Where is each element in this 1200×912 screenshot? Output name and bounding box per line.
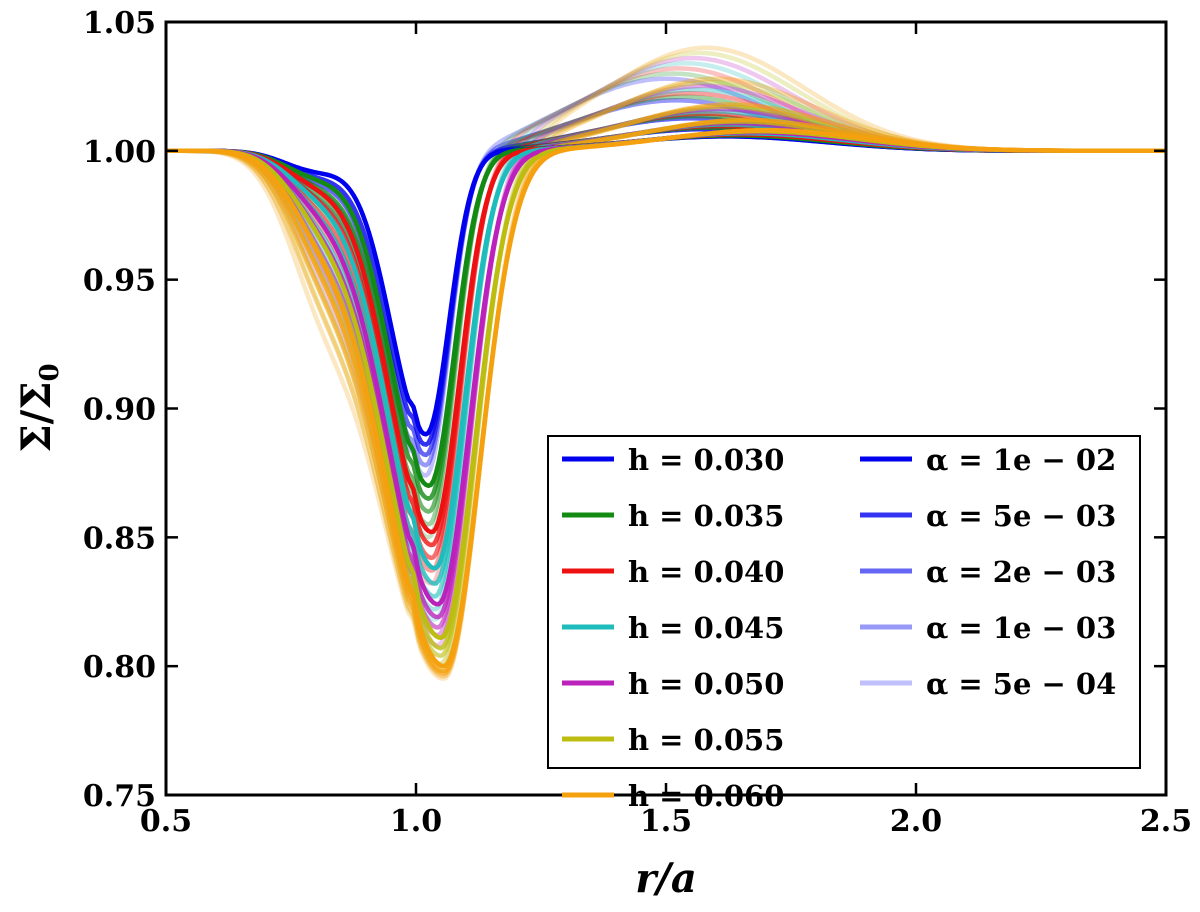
legend-label: h = 0.045 (628, 611, 784, 645)
legend-label: h = 0.060 (628, 779, 784, 813)
legend-label: α = 5e − 04 (926, 667, 1116, 701)
legend-label: h = 0.055 (628, 723, 784, 757)
series-curves (166, 45, 1166, 682)
legend-label: α = 5e − 03 (926, 499, 1116, 533)
x-tick-label: 1.5 (640, 804, 692, 839)
legend-label: h = 0.035 (628, 499, 784, 533)
x-tick-label: 1.0 (390, 804, 442, 839)
y-axis-label-main: Σ/Σ (13, 381, 60, 452)
legend-label: α = 2e − 03 (926, 555, 1116, 589)
legend-label: α = 1e − 03 (926, 611, 1116, 645)
x-axis-label: r/a (635, 855, 697, 902)
y-tick-label: 0.75 (83, 779, 156, 814)
legend: h = 0.030 h = 0.035 h = 0.040 h = 0.045 h = … (547, 435, 1141, 813)
legend-box (547, 435, 1141, 769)
y-axis-label: Σ/Σ0 (13, 363, 65, 452)
legend-label: h = 0.040 (628, 555, 784, 589)
series-line-h_0.060-alpha-1e-02 (166, 127, 1166, 669)
y-tick-label: 0.85 (83, 521, 156, 556)
y-tick-label: 0.90 (83, 393, 156, 428)
legend-label: h = 0.030 (628, 443, 784, 477)
legend-label: h = 0.050 (628, 667, 784, 701)
y-tick-label: 1.05 (83, 6, 156, 41)
x-tick-label: 0.5 (140, 804, 192, 839)
axis-tick-labels: 0.5 1.0 1.5 2.0 2.5 0.75 0.80 0.85 0.90 0.95 1.00 1… (83, 6, 1192, 839)
y-tick-label: 0.80 (83, 650, 156, 685)
y-tick-label: 1.00 (83, 135, 156, 170)
axis-ticks (164, 20, 1168, 797)
x-tick-label: 2.0 (890, 804, 942, 839)
y-tick-label: 0.95 (83, 264, 156, 299)
x-tick-label: 2.5 (1140, 804, 1192, 839)
y-axis-label-subscript: 0 (35, 363, 65, 381)
legend-label: α = 1e − 02 (926, 443, 1116, 477)
